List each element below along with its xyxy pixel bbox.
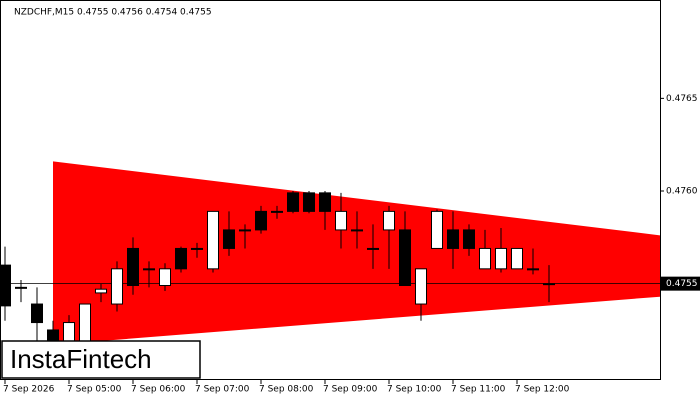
triangle-pattern [53, 161, 660, 345]
candle-body [415, 268, 427, 305]
candle-body [463, 229, 475, 249]
candle-body [399, 229, 411, 286]
candle-body [479, 247, 491, 270]
x-tick-label: 7 Sep 11:00 [451, 385, 506, 395]
candle-body [207, 210, 219, 270]
x-tick-label: 7 Sep 06:00 [131, 385, 186, 395]
candle-body [111, 268, 123, 305]
x-tick-label: 7 Sep 2026 [3, 385, 55, 395]
logo: InstaFintech [10, 344, 152, 374]
candle-body [79, 303, 91, 346]
candle-body [303, 192, 315, 212]
candle-body [495, 247, 507, 270]
candle-body [543, 283, 555, 286]
candle-body [351, 229, 363, 232]
candle-body [223, 229, 235, 249]
candle-body [319, 192, 331, 212]
plot-frame [0, 0, 661, 380]
candle-body [143, 268, 155, 271]
candle-body [335, 210, 347, 231]
candle-body [431, 210, 443, 249]
candle-body [383, 210, 395, 231]
candle-body [159, 268, 171, 286]
candle-body [31, 303, 43, 324]
candle-body [271, 210, 283, 213]
candle-body [447, 229, 459, 249]
current-price-label: 0.4755 [666, 279, 698, 289]
current-price-box [661, 276, 700, 291]
candle-body [127, 247, 139, 286]
candle-body [175, 247, 187, 270]
x-tick-label: 7 Sep 12:00 [515, 385, 570, 395]
x-tick-label: 7 Sep 09:00 [323, 385, 378, 395]
x-tick-label: 7 Sep 07:00 [195, 385, 250, 395]
candle-body [0, 264, 11, 307]
y-tick-label: 0.4760 [666, 187, 698, 197]
x-tick-label: 7 Sep 10:00 [387, 385, 442, 395]
candle-body [239, 229, 251, 232]
candle-body [527, 268, 539, 271]
plot-area [0, 161, 660, 377]
candle-body [287, 192, 299, 212]
x-tick-label: 7 Sep 05:00 [67, 385, 122, 395]
candle-body [191, 247, 203, 250]
candle-body [255, 210, 267, 231]
logo-box [1, 340, 201, 379]
candle-body [95, 288, 107, 294]
candle-body [15, 286, 27, 289]
y-tick-label: 0.4765 [666, 94, 698, 104]
candle-body [511, 247, 523, 270]
x-tick-label: 7 Sep 08:00 [259, 385, 314, 395]
chart-title: NZDCHF,M15 0.4755 0.4756 0.4754 0.4755 [14, 8, 212, 18]
candle-body [367, 247, 379, 250]
